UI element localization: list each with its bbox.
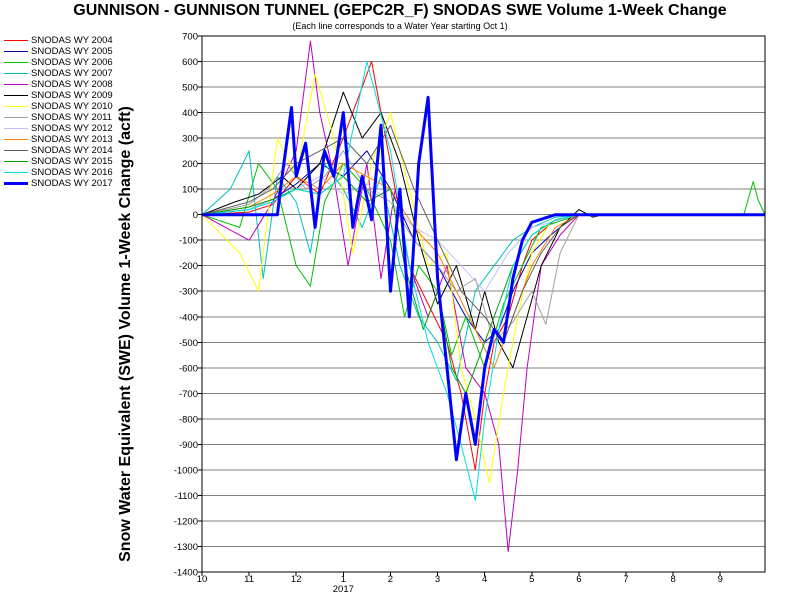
x-tick-label: 8	[670, 574, 675, 585]
legend: SNODAS WY 2004 SNODAS WY 2005 SNODAS WY 20…	[4, 35, 113, 189]
x-year-label: 2017	[333, 584, 354, 595]
legend-label: SNODAS WY 2016	[31, 167, 113, 178]
y-axis-label: Snow Water Equivalent (SWE) Volume 1-Wee…	[117, 106, 134, 562]
x-tick-label: 11	[244, 574, 254, 585]
legend-item: SNODAS WY 2016	[4, 167, 113, 178]
legend-swatch	[4, 51, 28, 52]
x-tick-label: 1	[341, 574, 346, 585]
legend-item: SNODAS WY 2006	[4, 57, 113, 68]
legend-label: SNODAS WY 2017	[31, 178, 113, 189]
legend-label: SNODAS WY 2014	[31, 145, 113, 156]
x-tick-label: 9	[718, 574, 723, 585]
series-line-8	[202, 150, 765, 343]
legend-label: SNODAS WY 2004	[31, 35, 113, 46]
y-tick-label: -300	[179, 287, 198, 298]
legend-label: SNODAS WY 2010	[31, 101, 113, 112]
legend-item: SNODAS WY 2007	[4, 68, 113, 79]
x-tick-label: 6	[576, 574, 581, 585]
legend-swatch	[4, 40, 28, 41]
legend-item: SNODAS WY 2014	[4, 145, 113, 156]
legend-label: SNODAS WY 2005	[31, 46, 113, 57]
legend-swatch	[4, 117, 28, 118]
y-tick-label: 100	[182, 185, 198, 196]
series-line-11	[202, 124, 765, 343]
x-tick-label: 7	[623, 574, 628, 585]
legend-swatch	[4, 128, 28, 129]
legend-item: SNODAS WY 2013	[4, 134, 113, 145]
y-tick-label: -1400	[174, 568, 198, 579]
legend-swatch	[4, 172, 28, 173]
legend-swatch	[4, 150, 28, 151]
legend-item: SNODAS WY 2017	[4, 178, 113, 189]
legend-swatch	[4, 84, 28, 85]
y-tick-label: -200	[179, 261, 198, 272]
y-tick-label: 700	[182, 32, 198, 43]
y-tick-label: -1300	[174, 542, 198, 553]
x-tick-label: 2	[388, 574, 393, 585]
legend-label: SNODAS WY 2012	[31, 123, 113, 134]
series-line-13	[202, 61, 765, 501]
y-tick-label: 300	[182, 134, 198, 145]
y-tick-label: -100	[179, 236, 198, 247]
series-line-12	[202, 175, 765, 394]
y-tick-label: 200	[182, 159, 198, 170]
chart-subtitle: (Each line corresponds to a Water Year s…	[292, 21, 508, 31]
legend-swatch	[4, 62, 28, 63]
legend-swatch	[4, 106, 28, 107]
series-line-10	[202, 163, 765, 369]
y-tick-label: -700	[179, 389, 198, 400]
x-tick-label: 5	[529, 574, 534, 585]
y-tick-label: 0	[193, 210, 198, 221]
y-tick-label: 400	[182, 108, 198, 119]
series-line-1	[202, 61, 765, 471]
legend-swatch	[4, 182, 28, 185]
series-line-14	[202, 95, 765, 462]
chart-title: GUNNISON - GUNNISON TUNNEL (GEPC2R_F) SN…	[73, 2, 727, 19]
legend-item: SNODAS WY 2008	[4, 79, 113, 90]
y-tick-label: -400	[179, 312, 198, 323]
x-tick-label: 10	[197, 574, 208, 585]
y-tick-label: -1200	[174, 516, 198, 527]
legend-item: SNODAS WY 2009	[4, 90, 113, 101]
legend-item: SNODAS WY 2005	[4, 46, 113, 57]
legend-item: SNODAS WY 2011	[4, 112, 113, 123]
legend-item: SNODAS WY 2015	[4, 156, 113, 167]
y-tick-label: -800	[179, 414, 198, 425]
series-line-2	[202, 150, 765, 343]
legend-swatch	[4, 73, 28, 74]
legend-label: SNODAS WY 2007	[31, 68, 113, 79]
legend-swatch	[4, 139, 28, 140]
legend-label: SNODAS WY 2006	[31, 57, 113, 68]
y-tick-label: -600	[179, 363, 198, 374]
y-tick-label: -900	[179, 440, 198, 451]
legend-item: SNODAS WY 2004	[4, 35, 113, 46]
x-tick-label: 3	[435, 574, 440, 585]
series-line-6	[202, 91, 765, 369]
legend-item: SNODAS WY 2012	[4, 123, 113, 134]
y-tick-label: 500	[182, 83, 198, 94]
x-tick-label: 12	[291, 574, 302, 585]
y-tick-label: -500	[179, 338, 198, 349]
legend-swatch	[4, 161, 28, 162]
legend-label: SNODAS WY 2015	[31, 156, 113, 167]
legend-item: SNODAS WY 2010	[4, 101, 113, 112]
legend-label: SNODAS WY 2008	[31, 79, 113, 90]
plot-border	[201, 35, 766, 573]
legend-label: SNODAS WY 2011	[31, 112, 112, 123]
x-tick-label: 4	[482, 574, 487, 585]
y-tick-label: -1100	[174, 491, 198, 502]
series-line-5	[202, 40, 765, 553]
y-tick-label: 600	[182, 57, 198, 68]
legend-label: SNODAS WY 2009	[31, 90, 113, 101]
legend-swatch	[4, 95, 28, 96]
legend-label: SNODAS WY 2013	[31, 134, 113, 145]
y-tick-label: -1000	[174, 465, 198, 476]
